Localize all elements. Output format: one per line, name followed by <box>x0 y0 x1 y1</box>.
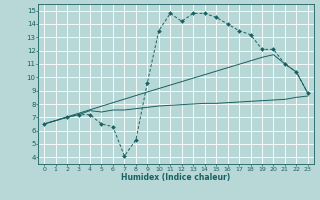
X-axis label: Humidex (Indice chaleur): Humidex (Indice chaleur) <box>121 173 231 182</box>
